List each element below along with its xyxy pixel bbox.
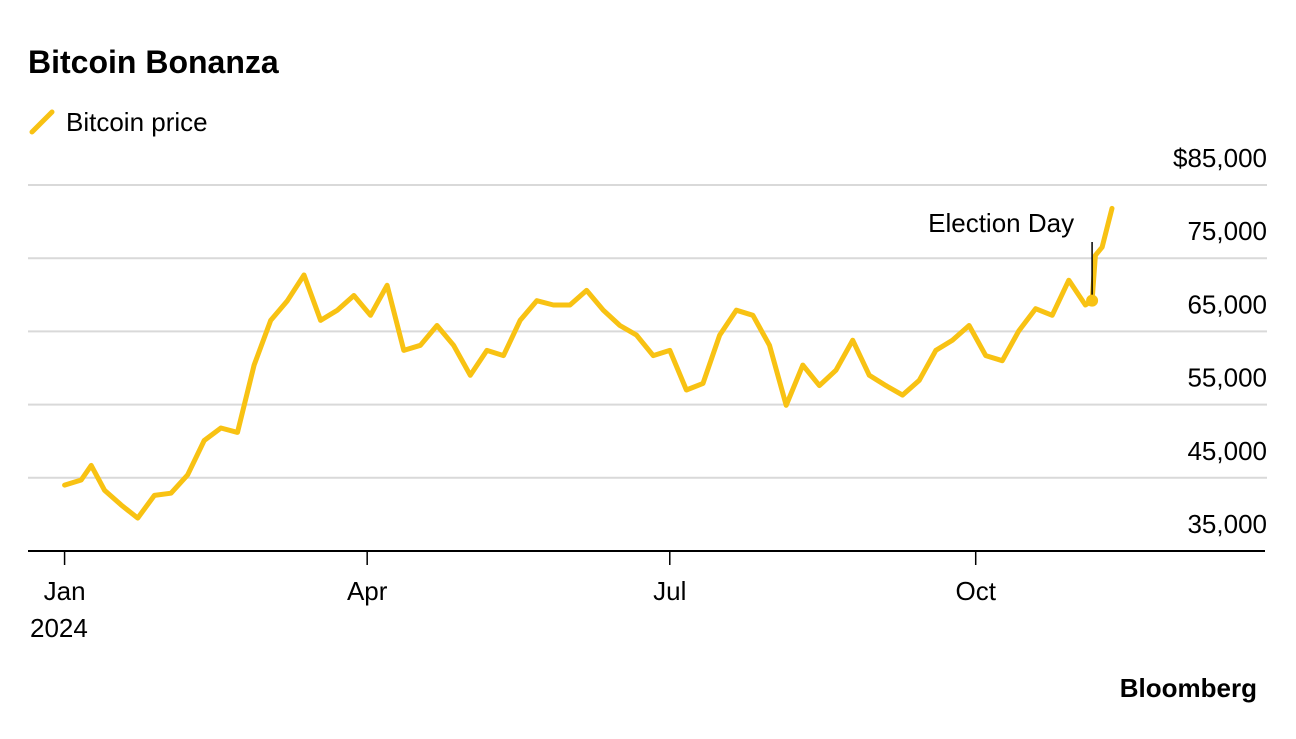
y-tick-label: 55,000 [1187, 363, 1267, 393]
source: Bloomberg [1120, 673, 1257, 703]
price-line [62, 205, 1115, 521]
chart-title: Bitcoin Bonanza [28, 44, 279, 80]
annotation-dot [1086, 294, 1099, 307]
y-tick-label: $85,000 [1173, 143, 1267, 173]
y-tick-label: 65,000 [1187, 289, 1267, 319]
x-tick-label: Jul [653, 576, 686, 606]
y-tick-label: 45,000 [1187, 436, 1267, 466]
x-tick-label: Jan [44, 576, 86, 606]
x-tick-label: Oct [955, 576, 996, 606]
y-tick-label: 75,000 [1187, 216, 1267, 246]
legend-swatch [29, 109, 55, 135]
legend-label: Bitcoin price [66, 107, 208, 137]
x-tick-label: Apr [347, 576, 388, 606]
annotation-label: Election Day [928, 208, 1074, 238]
y-tick-label: 35,000 [1187, 509, 1267, 539]
x-year-label: 2024 [30, 613, 88, 643]
